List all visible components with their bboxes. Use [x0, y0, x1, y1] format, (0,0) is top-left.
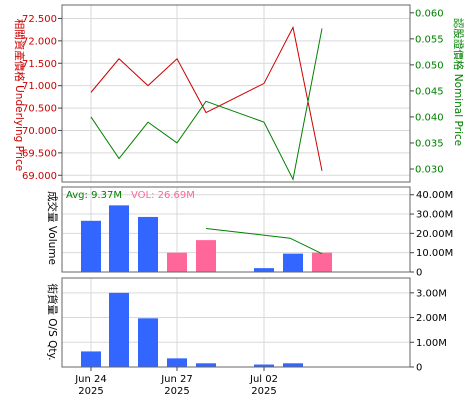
nominal-price-axis-label: 認股證價格 Nominal Price: [452, 18, 465, 146]
volume-panel-frame: [61, 186, 411, 273]
nominal-price-line: [90, 28, 323, 181]
right-tick-label: 0.035: [415, 138, 444, 149]
os-qty-axis-label: 街貨量 O/S Qty.: [46, 283, 59, 360]
left-tick-label: 72.500: [22, 14, 57, 25]
legend-vol: VOL: 26.69M: [131, 190, 195, 201]
right-tick-label: 0.060: [415, 8, 444, 19]
volume-bar: [283, 253, 303, 272]
left-tick-label: 71.500: [22, 59, 57, 70]
panel-frames: [61, 4, 411, 368]
price-right-ticks: 0.030 0.035 0.040 0.045 0.050 0.055 0.060: [410, 8, 444, 175]
volume-bar: [81, 220, 101, 272]
os-right-ticks: 0 1.00M 2.00M 3.00M: [410, 288, 447, 374]
right-tick-label: 3.00M: [416, 288, 447, 299]
os-qty-bar: [109, 292, 129, 367]
right-tick-label: 0.050: [415, 60, 444, 71]
volume-bar: [254, 268, 274, 272]
os-qty-bar: [138, 318, 158, 367]
right-tick-label: 0: [416, 268, 422, 279]
volume-bar: [312, 252, 332, 272]
x-tick-year: 2025: [251, 386, 276, 397]
right-tick-label: 0.055: [415, 34, 444, 45]
volume-right-ticks: 0 10.00M 20.00M 30.00M 40.00M: [410, 190, 453, 279]
volume-axis-label: 成交量 Volume: [46, 191, 59, 265]
os-qty-bar: [283, 363, 303, 367]
x-tick-date: Jun 24: [74, 374, 107, 385]
underlying-price-line: [90, 25, 323, 171]
right-tick-label: 30.00M: [416, 210, 453, 221]
volume-panel-marks: [81, 205, 332, 272]
os-qty-bar: [254, 364, 274, 367]
x-tick-year: 2025: [164, 386, 189, 397]
right-tick-label: 0.040: [415, 112, 444, 123]
price-panel-grid: [62, 5, 410, 182]
x-tick-year: 2025: [78, 386, 103, 397]
right-tick-label: 10.00M: [416, 248, 453, 259]
left-tick-label: 69.500: [22, 148, 57, 159]
volume-bar: [167, 252, 187, 272]
price-panel-marks: [90, 25, 323, 181]
right-tick-label: 0: [416, 363, 422, 374]
left-tick-label: 70.500: [22, 104, 57, 115]
os-panel-frame: [61, 277, 411, 368]
left-tick-label: 70.000: [22, 126, 57, 137]
price-panel-frame: [61, 4, 411, 183]
left-tick-label: 72.000: [22, 36, 57, 47]
os-qty-bar: [81, 351, 101, 367]
right-tick-label: 0.030: [415, 164, 444, 175]
x-tick-date: Jun 27: [160, 374, 193, 385]
right-tick-label: 0.045: [415, 86, 444, 97]
volume-bar: [109, 205, 129, 272]
os-qty-bar: [196, 363, 216, 367]
left-tick-label: 71.000: [22, 81, 57, 92]
price-left-ticks: 69.000 69.500 70.000 70.500 71.000 71.500 72.0…: [22, 14, 62, 182]
underlying-price-axis-label: 相關資產價格 Underlying Price: [13, 19, 26, 171]
volume-bar: [196, 240, 216, 272]
right-tick-label: 40.00M: [416, 190, 453, 201]
right-tick-label: 2.00M: [416, 313, 447, 324]
volume-average-line: [205, 228, 323, 255]
right-tick-label: 20.00M: [416, 229, 453, 240]
os-panel-marks: [81, 292, 303, 367]
right-tick-label: 1.00M: [416, 338, 447, 349]
left-tick-label: 69.000: [22, 171, 57, 182]
legend-avg: Avg: 9.37M: [66, 190, 122, 201]
x-tick-date: Jul 02: [249, 374, 278, 385]
volume-bar: [138, 216, 158, 272]
os-qty-bar: [167, 358, 187, 367]
